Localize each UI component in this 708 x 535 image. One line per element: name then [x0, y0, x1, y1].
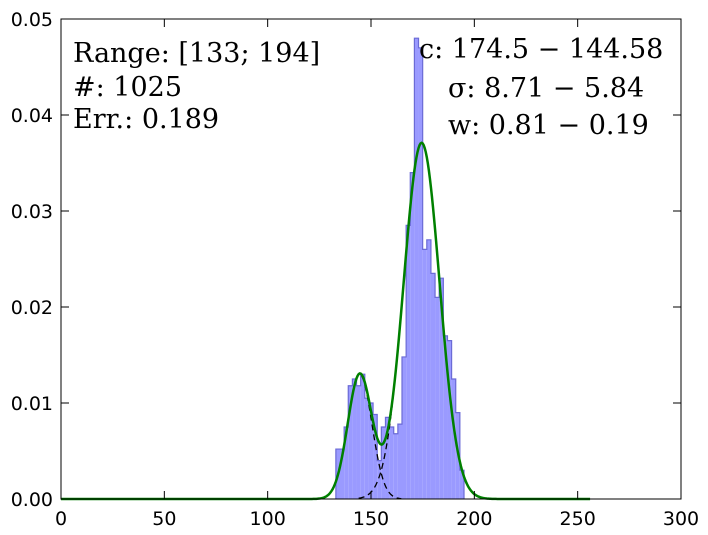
histogram-bar — [435, 297, 440, 499]
annotation-centers: c: 174.5 − 144.58 — [419, 34, 663, 65]
histogram-bar — [373, 414, 378, 499]
histogram-bar — [360, 374, 365, 499]
histogram-bar — [402, 356, 407, 499]
histogram-bar — [406, 225, 411, 499]
annotation-range: Range: [133; 194] — [73, 38, 320, 69]
histogram-bar — [410, 172, 415, 499]
axis-ticks: 0 50 100 150 200 250 300 0.00 0.01 0.02 0.03 0.04 0.… — [11, 9, 699, 530]
histogram-bar — [356, 385, 361, 499]
y-tick-label: 0.02 — [11, 297, 53, 319]
annotation-weights: w: 0.81 − 0.19 — [448, 110, 649, 141]
histogram-bar — [447, 340, 452, 499]
y-tick-label: 0.01 — [11, 393, 53, 415]
histogram-bar — [439, 278, 444, 499]
histogram-bar — [377, 460, 382, 499]
histogram-bar — [344, 427, 349, 499]
histogram-bar — [451, 379, 456, 499]
histogram-bar — [352, 379, 357, 499]
x-tick-label: 200 — [456, 508, 492, 530]
annotation-count: #: 1025 — [73, 72, 182, 103]
histogram-bar — [368, 403, 374, 499]
histogram-bar — [459, 470, 464, 499]
histogram-bar — [385, 417, 390, 499]
histogram-bar — [430, 273, 436, 499]
histogram-bars — [335, 37, 465, 500]
histogram-bar — [340, 449, 345, 499]
histogram-bar — [418, 47, 423, 500]
y-tick-label: 0.04 — [11, 105, 53, 127]
histogram-bar — [393, 433, 398, 499]
histogram-bar — [381, 427, 386, 499]
histogram-bar — [426, 239, 431, 500]
histogram-bar — [389, 427, 394, 499]
x-tick-label: 300 — [663, 508, 699, 530]
annotation-error: Err.: 0.189 — [73, 104, 219, 135]
histogram-bar — [364, 398, 369, 499]
histogram-bar — [414, 38, 419, 499]
x-tick-label: 50 — [152, 508, 176, 530]
x-tick-label: 0 — [55, 508, 67, 530]
x-tick-label: 100 — [250, 508, 286, 530]
histogram-bar — [397, 424, 402, 499]
histogram-bar — [348, 385, 353, 499]
x-tick-label: 250 — [560, 508, 596, 530]
y-tick-label: 0.00 — [11, 489, 53, 511]
y-tick-label: 0.03 — [11, 201, 53, 223]
histogram-bar — [443, 335, 448, 499]
y-tick-label: 0.05 — [11, 9, 53, 31]
histogram-bar — [422, 249, 427, 499]
annotation-sigmas: σ: 8.71 − 5.84 — [448, 73, 644, 104]
x-tick-label: 150 — [353, 508, 389, 530]
